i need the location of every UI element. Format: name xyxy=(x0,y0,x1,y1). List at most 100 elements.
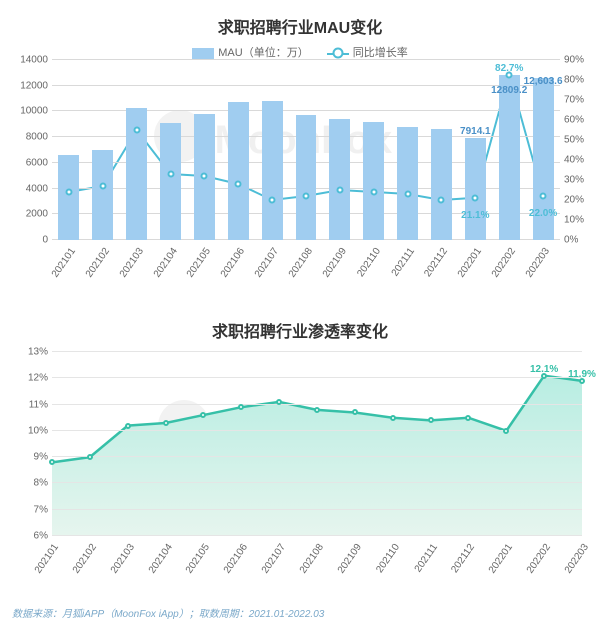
y-left-tick: 2000 xyxy=(26,209,48,220)
growth-marker xyxy=(99,183,106,190)
growth-marker xyxy=(438,197,445,204)
gridline xyxy=(52,482,582,483)
x-tick: 202107 xyxy=(253,246,281,280)
data-source-footer: 数据来源：月狐iAPP（MoonFox iApp）；取数周期：2021.01-2… xyxy=(12,605,324,620)
y-tick: 11% xyxy=(29,399,48,410)
x-tick: 202101 xyxy=(50,246,78,280)
y-right-tick: 10% xyxy=(564,215,584,226)
penetration-marker xyxy=(49,459,55,465)
x-tick: 202112 xyxy=(450,542,478,575)
y-tick: 8% xyxy=(34,478,48,489)
x-tick: 202203 xyxy=(563,542,591,576)
gridline xyxy=(52,509,582,510)
y-tick: 7% xyxy=(34,504,48,515)
gridline xyxy=(52,404,582,405)
growth-marker xyxy=(167,171,174,178)
penetration-marker xyxy=(352,409,358,415)
growth-marker xyxy=(235,181,242,188)
x-tick: 202104 xyxy=(151,246,179,280)
mau-bar xyxy=(397,127,418,240)
mau-bar xyxy=(363,122,384,240)
gridline xyxy=(52,59,560,60)
x-tick: 202106 xyxy=(222,542,250,576)
x-tick: 202108 xyxy=(298,542,326,576)
penetration-plot-area: 6%7%8%9%10%11%12%13%20210120210220210320… xyxy=(52,352,582,536)
penetration-marker xyxy=(503,428,509,434)
growth-marker xyxy=(336,187,343,194)
x-tick: 202108 xyxy=(287,246,315,280)
penetration-marker xyxy=(87,454,93,460)
y-right-tick: 80% xyxy=(564,75,584,86)
x-tick: 202110 xyxy=(374,542,402,575)
x-tick: 202201 xyxy=(487,542,515,576)
x-tick: 202202 xyxy=(525,542,553,576)
growth-marker xyxy=(540,193,547,200)
penetration-chart-title: 求职招聘行业渗透率变化 xyxy=(0,312,600,342)
callout-label: 22.0% xyxy=(529,208,557,219)
mau-bar xyxy=(296,115,317,240)
callout-label: 12.1% xyxy=(530,364,558,375)
callout-label: 7914.1 xyxy=(460,126,491,137)
penetration-marker xyxy=(238,404,244,410)
x-tick: 202111 xyxy=(412,542,439,574)
callout-label: 12,603.6 xyxy=(524,76,563,87)
penetration-marker xyxy=(465,415,471,421)
penetration-marker xyxy=(390,415,396,421)
x-tick: 202202 xyxy=(490,246,518,280)
penetration-chart-panel: 求职招聘行业渗透率变化 MoonFox 6%7%8%9%10%11%12%13%… xyxy=(0,312,600,604)
penetration-marker xyxy=(125,423,131,429)
x-tick: 202102 xyxy=(71,542,99,576)
penetration-marker xyxy=(200,412,206,418)
y-tick: 13% xyxy=(28,347,48,358)
legend-bar: MAU（单位：万） xyxy=(192,44,308,60)
x-tick: 202105 xyxy=(184,542,212,576)
mau-bar xyxy=(431,129,452,240)
mau-bar xyxy=(262,101,283,240)
x-tick: 202105 xyxy=(185,246,213,280)
y-left-tick: 10000 xyxy=(20,106,48,117)
callout-label: 12809.2 xyxy=(491,85,527,96)
growth-marker xyxy=(133,127,140,134)
gridline xyxy=(52,85,560,86)
mau-bar xyxy=(329,119,350,240)
y-right-tick: 90% xyxy=(564,55,584,66)
penetration-marker xyxy=(314,407,320,413)
x-tick: 202112 xyxy=(423,246,451,279)
y-right-tick: 70% xyxy=(564,95,584,106)
mau-chart-title: 求职招聘行业MAU变化 xyxy=(0,6,600,38)
x-tick: 202109 xyxy=(321,246,349,280)
y-right-tick: 40% xyxy=(564,155,584,166)
mau-chart-legend: MAU（单位：万） 同比增长率 xyxy=(0,44,600,60)
mau-plot-area: 020004000600080001000012000140000%10%20%… xyxy=(52,60,560,240)
y-tick: 9% xyxy=(34,452,48,463)
growth-marker xyxy=(65,189,72,196)
x-tick: 202106 xyxy=(219,246,247,280)
penetration-marker xyxy=(276,399,282,405)
x-tick: 202104 xyxy=(146,542,174,576)
mau-chart-panel: 求职招聘行业MAU变化 MAU（单位：万） 同比增长率 MoonFox 0200… xyxy=(0,6,600,306)
x-tick: 202107 xyxy=(260,542,288,576)
gridline xyxy=(52,456,582,457)
y-tick: 10% xyxy=(28,425,48,436)
x-tick: 202110 xyxy=(355,246,383,279)
x-tick: 202103 xyxy=(109,542,137,576)
penetration-marker xyxy=(428,417,434,423)
penetration-marker xyxy=(163,420,169,426)
growth-marker xyxy=(472,194,479,201)
y-right-tick: 20% xyxy=(564,195,584,206)
y-left-tick: 14000 xyxy=(20,55,48,66)
y-left-tick: 0 xyxy=(42,235,48,246)
gridline xyxy=(52,351,582,352)
x-tick: 202109 xyxy=(336,542,364,576)
growth-marker xyxy=(370,189,377,196)
gridline xyxy=(52,377,582,378)
y-tick: 6% xyxy=(34,531,48,542)
mau-bar xyxy=(465,138,486,240)
callout-label: 82.7% xyxy=(495,63,523,74)
y-left-tick: 8000 xyxy=(26,132,48,143)
x-tick: 202111 xyxy=(389,246,416,278)
y-right-tick: 0% xyxy=(564,235,578,246)
x-tick: 202101 xyxy=(33,542,61,576)
y-left-tick: 6000 xyxy=(26,157,48,168)
callout-label: 21.1% xyxy=(461,210,489,221)
